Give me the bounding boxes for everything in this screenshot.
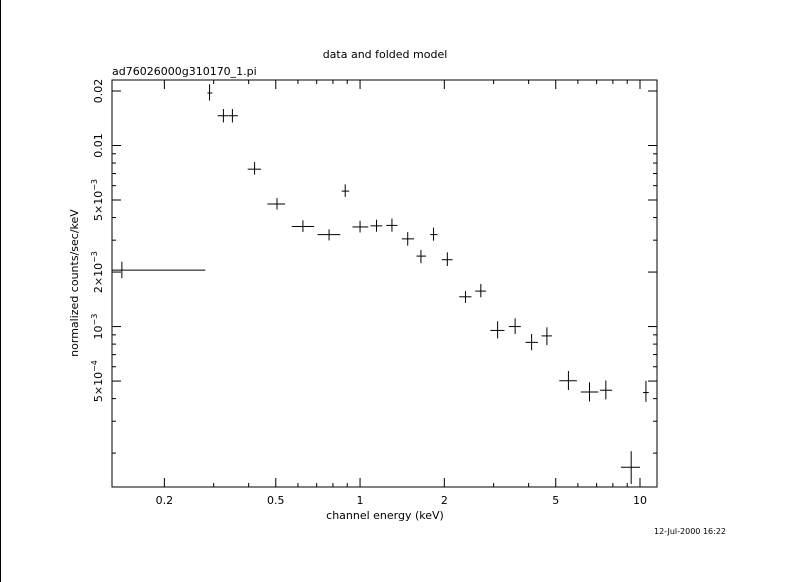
data-point (228, 109, 238, 123)
y-tick-mantissa: 10 (92, 325, 105, 339)
y-tick-label: 5×10−3 (90, 179, 105, 221)
data-point (247, 162, 262, 175)
data-point (386, 218, 398, 232)
data-point (317, 229, 341, 241)
y-tick-mantissa: 5×10 (92, 191, 105, 221)
data-point (475, 283, 487, 298)
data-point (352, 220, 369, 233)
x-tick-label: 5 (552, 494, 559, 507)
y-tick-label: 0.01 (92, 133, 105, 158)
y-tick-exponent: −4 (90, 360, 99, 372)
timestamp: 12-Jul-2000 16:22 (654, 527, 726, 536)
y-tick-label: 0.02 (92, 79, 105, 104)
x-tick-label: 0.2 (156, 494, 174, 507)
plot-frame (111, 79, 658, 488)
x-tick-label: 1 (357, 494, 364, 507)
x-axis-label: channel energy (keV) (326, 509, 444, 522)
data-point (441, 252, 453, 267)
data-point (291, 220, 315, 232)
y-axis-ticks: 0.020.015×10−32×10−310−35×10−4 (90, 79, 657, 454)
data-point (525, 333, 538, 351)
data-point (370, 219, 383, 232)
data-point (207, 84, 213, 101)
y-tick-label: 10−3 (90, 314, 105, 340)
data-point (112, 261, 206, 279)
y-axis-label: normalized counts/sec/keV (68, 209, 81, 357)
data-point (580, 382, 599, 402)
y-tick-label: 2×10−3 (90, 251, 105, 293)
x-tick-label: 0.5 (267, 494, 285, 507)
data-point (490, 321, 505, 339)
y-tick-exponent: −3 (90, 314, 99, 326)
data-point (559, 371, 577, 391)
chart-title: data and folded model (323, 48, 448, 61)
data-point (541, 327, 553, 346)
chart-subtitle: ad76026000g310170_1.pi (112, 65, 257, 78)
data-point (267, 198, 286, 210)
data-point (341, 184, 350, 197)
data-points (112, 84, 649, 485)
x-tick-label: 10 (633, 494, 647, 507)
y-tick-mantissa: 2×10 (92, 263, 105, 293)
data-point (620, 451, 641, 485)
data-point (600, 380, 613, 400)
data-point (508, 318, 521, 334)
data-point (401, 232, 415, 246)
y-tick-label: 5×10−4 (90, 360, 105, 402)
data-point (430, 227, 438, 241)
y-tick-exponent: −3 (90, 179, 99, 191)
data-point (459, 291, 472, 303)
y-tick-exponent: −3 (90, 251, 99, 263)
y-tick-mantissa: 5×10 (92, 372, 105, 402)
x-axis-ticks: 0.2 0.5 1 2 5 10 (156, 80, 647, 507)
data-point (643, 380, 649, 402)
x-tick-label: 2 (441, 494, 448, 507)
data-point (416, 249, 426, 264)
data-point (217, 109, 229, 123)
